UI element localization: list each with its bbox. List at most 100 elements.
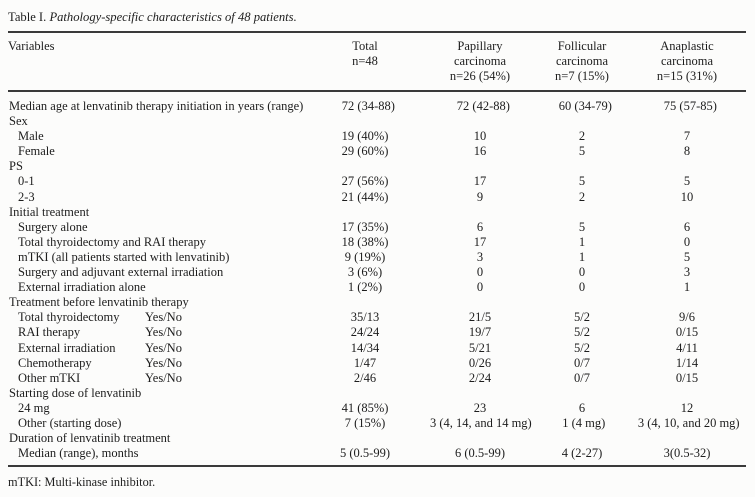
cell-total: 41 (85%) <box>300 401 430 416</box>
cell-value: 6 <box>476 219 484 234</box>
table-row: Total thyroidectomy and RAI therapy 18 (3… <box>8 235 746 250</box>
row-label: Starting dose of lenvatinib <box>9 385 142 400</box>
cell-value: 17 <box>473 234 487 249</box>
cell-value: 5 <box>683 249 691 264</box>
cell-anaplastic: 3 (4, 10, and 20 mg) <box>636 416 742 431</box>
cell-value: 14/34 <box>350 340 380 355</box>
column-header-total: Total n=48 <box>300 39 430 84</box>
table-row: 2-3 21 (44%) 9 2 10 <box>8 190 746 205</box>
cell-follicular: 0 <box>530 265 634 280</box>
cell-anaplastic: 8 <box>634 144 740 159</box>
table-row: Male 19 (40%) 10 2 7 <box>8 129 746 144</box>
table-row: External irradiation Yes/No 14/34 5/21 5/2 4/… <box>8 341 746 356</box>
row-label: 24 mg <box>18 400 50 415</box>
cell-value: 1 (4 mg) <box>562 415 606 430</box>
table-row: 0-1 27 (56%) 17 5 5 <box>8 174 746 189</box>
column-header-variables: Variables <box>8 39 55 53</box>
cell-value: 5 <box>578 174 586 189</box>
cell-value: 27 (56%) <box>341 174 389 189</box>
cell-total: 21 (44%) <box>300 190 430 205</box>
cell-anaplastic: 10 <box>634 190 740 205</box>
table-row: PS <box>8 159 746 174</box>
row-label: Female <box>18 144 55 159</box>
cell-value: 19 (40%) <box>341 129 389 144</box>
row-sublabel: Yes/No <box>145 370 182 385</box>
row-label: mTKI (all patients started with lenvatin… <box>18 249 230 264</box>
cell-anaplastic: 1/14 <box>634 356 740 371</box>
cell-follicular: 1 (4 mg) <box>532 416 636 431</box>
row-sublabel: Yes/No <box>145 340 182 355</box>
cell-papillary <box>430 431 530 446</box>
table-title-caption: Pathology-specific characteristics of 48… <box>49 10 297 24</box>
cell-follicular <box>530 114 634 129</box>
cell-value: 18 (38%) <box>341 234 389 249</box>
cell-value: 5/2 <box>574 325 590 340</box>
cell-papillary: 0/26 <box>430 356 530 371</box>
cell-follicular: 5 <box>530 174 634 189</box>
cell-value: 4 (2-27) <box>561 446 603 461</box>
cell-value: 7 (15%) <box>344 415 386 430</box>
cell-follicular <box>530 386 634 401</box>
cell-value: 0/15 <box>675 370 699 385</box>
cell-value: 17 (35%) <box>341 219 389 234</box>
cell-papillary <box>430 386 530 401</box>
cell-total: 72 (34-88) <box>303 99 433 114</box>
cell-value: 0/7 <box>574 355 590 370</box>
cell-value: 6 <box>683 219 691 234</box>
row-label: Treatment before lenvatinib therapy <box>9 295 189 310</box>
table-row: RAI therapy Yes/No 24/24 19/7 5/2 0/15 <box>8 325 746 340</box>
cell-follicular: 4 (2-27) <box>530 446 634 461</box>
table-title-label: Table I. <box>8 10 50 24</box>
cell-value: 35/13 <box>350 310 380 325</box>
cell-value: 0/7 <box>574 370 590 385</box>
cell-total: 35/13 <box>300 310 430 325</box>
table-row: Median (range), months 5 (0.5-99) 6 (0.5-9… <box>8 446 746 461</box>
cell-total <box>300 386 430 401</box>
cell-papillary <box>430 114 530 129</box>
cell-anaplastic: 5 <box>634 174 740 189</box>
cell-anaplastic: 0/15 <box>634 371 740 386</box>
row-label: Duration of lenvatinib treatment <box>9 431 171 446</box>
row-label: Median (range), months <box>18 446 139 461</box>
table-row: Treatment before lenvatinib therapy <box>8 295 746 310</box>
bottom-rule <box>8 465 746 468</box>
cell-value: 5/2 <box>574 310 590 325</box>
column-header-line: n=26 (54%) <box>449 69 511 83</box>
column-header-line: Total <box>352 39 378 53</box>
cell-value: 1/47 <box>353 355 377 370</box>
cell-follicular <box>530 295 634 310</box>
cell-anaplastic <box>634 431 740 446</box>
cell-total: 3 (6%) <box>300 265 430 280</box>
table-row: Median age at lenvatinib therapy initiat… <box>8 99 746 114</box>
cell-papillary: 10 <box>430 129 530 144</box>
column-header-line: carcinoma <box>660 54 714 68</box>
header-rule <box>8 90 746 92</box>
row-label: 0-1 <box>18 174 35 189</box>
row-label: Total thyroidectomy <box>18 310 120 325</box>
top-rule <box>8 31 746 33</box>
cell-anaplastic: 0/15 <box>634 325 740 340</box>
cell-total: 29 (60%) <box>300 144 430 159</box>
cell-anaplastic <box>634 205 740 220</box>
cell-value: 8 <box>683 144 691 159</box>
row-label: Initial treatment <box>9 204 90 219</box>
cell-total <box>300 431 430 446</box>
cell-papillary: 2/24 <box>430 371 530 386</box>
cell-value: 0 <box>578 265 586 280</box>
cell-total: 7 (15%) <box>300 416 430 431</box>
cell-value: 23 <box>473 400 487 415</box>
cell-total <box>300 159 430 174</box>
cell-follicular: 0/7 <box>530 371 634 386</box>
header-columns: Total n=48 Papillary carcinoma n=26 (54%) Fol… <box>300 39 740 84</box>
cell-papillary: 17 <box>430 235 530 250</box>
cell-follicular <box>530 159 634 174</box>
table-row: Duration of lenvatinib treatment <box>8 431 746 446</box>
cell-total: 9 (19%) <box>300 250 430 265</box>
row-label: Other (starting dose) <box>18 415 122 430</box>
cell-follicular: 6 <box>530 401 634 416</box>
cell-value: 21/5 <box>468 310 492 325</box>
cell-total: 5 (0.5-99) <box>300 446 430 461</box>
cell-total: 14/34 <box>300 341 430 356</box>
cell-follicular: 5 <box>530 220 634 235</box>
